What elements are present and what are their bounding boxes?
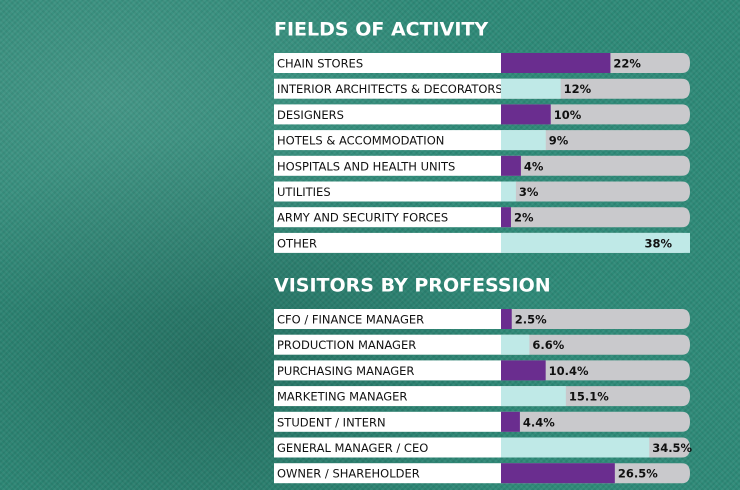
row-label-box xyxy=(274,181,501,202)
value-label: 9% xyxy=(549,134,569,148)
bar xyxy=(501,53,611,73)
value-label: 38% xyxy=(644,236,672,250)
bar xyxy=(501,411,520,432)
row-label: OTHER xyxy=(277,236,317,250)
bar xyxy=(501,309,512,329)
bar xyxy=(501,386,566,407)
value-label: 26.5% xyxy=(618,467,658,481)
row-label-box xyxy=(274,53,501,73)
row-label: OWNER / SHAREHOLDER xyxy=(277,467,420,481)
bar xyxy=(501,207,511,228)
bar xyxy=(501,78,561,99)
row-label-box xyxy=(274,207,501,228)
row-label: GENERAL MANAGER / CEO xyxy=(277,441,428,455)
row-track xyxy=(501,181,690,202)
value-label: 15.1% xyxy=(569,390,609,404)
bar xyxy=(501,181,516,202)
value-label: 2% xyxy=(514,211,534,225)
row-label: HOSPITALS AND HEALTH UNITS xyxy=(277,159,455,173)
row-track xyxy=(501,309,690,329)
value-label: 34.5% xyxy=(652,441,692,455)
row-label: CFO / FINANCE MANAGER xyxy=(277,313,424,327)
bar xyxy=(501,437,650,458)
row-label-box xyxy=(274,232,501,253)
bar xyxy=(501,463,615,484)
row-label: HOTELS & ACCOMMODATION xyxy=(277,134,444,148)
row-track xyxy=(501,411,690,432)
row-label-box xyxy=(274,386,501,407)
row-label-box xyxy=(274,411,501,432)
value-label: 10.4% xyxy=(549,364,589,378)
row-track xyxy=(501,155,690,176)
row-label-box xyxy=(274,437,501,458)
row-label: ARMY AND SECURITY FORCES xyxy=(277,211,448,225)
row-track xyxy=(501,130,690,151)
bar xyxy=(501,232,690,253)
row-label: STUDENT / INTERN xyxy=(277,415,386,429)
row-label: PURCHASING MANAGER xyxy=(277,364,414,378)
value-label: 10% xyxy=(554,108,582,122)
value-label: 22% xyxy=(613,57,641,71)
row-label: CHAIN STORES xyxy=(277,57,363,71)
row-label-box xyxy=(274,334,501,355)
value-label: 2.5% xyxy=(515,313,547,327)
row-label-box xyxy=(274,360,501,381)
bar xyxy=(501,155,521,176)
value-label: 12% xyxy=(564,82,592,96)
row-label: INTERIOR ARCHITECTS & DECORATORS xyxy=(277,82,503,96)
row-label-box xyxy=(274,130,501,151)
value-label: 4% xyxy=(524,159,544,173)
row-track xyxy=(501,207,690,228)
value-label: 3% xyxy=(519,185,539,199)
row-track xyxy=(501,334,690,355)
chart-title: VISITORS BY PROFESSION xyxy=(274,275,551,297)
row-label-box xyxy=(274,309,501,329)
row-label: DESIGNERS xyxy=(277,108,344,122)
row-label: PRODUCTION MANAGER xyxy=(277,338,416,352)
value-label: 4.4% xyxy=(523,415,555,429)
bar xyxy=(501,130,546,151)
bar xyxy=(501,360,546,381)
bar xyxy=(501,104,551,125)
row-label: MARKETING MANAGER xyxy=(277,390,407,404)
bar xyxy=(501,334,530,355)
row-track xyxy=(501,360,690,381)
chart-title: FIELDS OF ACTIVITY xyxy=(274,19,488,41)
row-label: UTILITIES xyxy=(277,185,331,199)
row-label-box xyxy=(274,463,501,484)
row-label-box xyxy=(274,78,501,99)
row-label-box xyxy=(274,104,501,125)
row-label-box xyxy=(274,155,501,176)
value-label: 6.6% xyxy=(532,338,564,352)
